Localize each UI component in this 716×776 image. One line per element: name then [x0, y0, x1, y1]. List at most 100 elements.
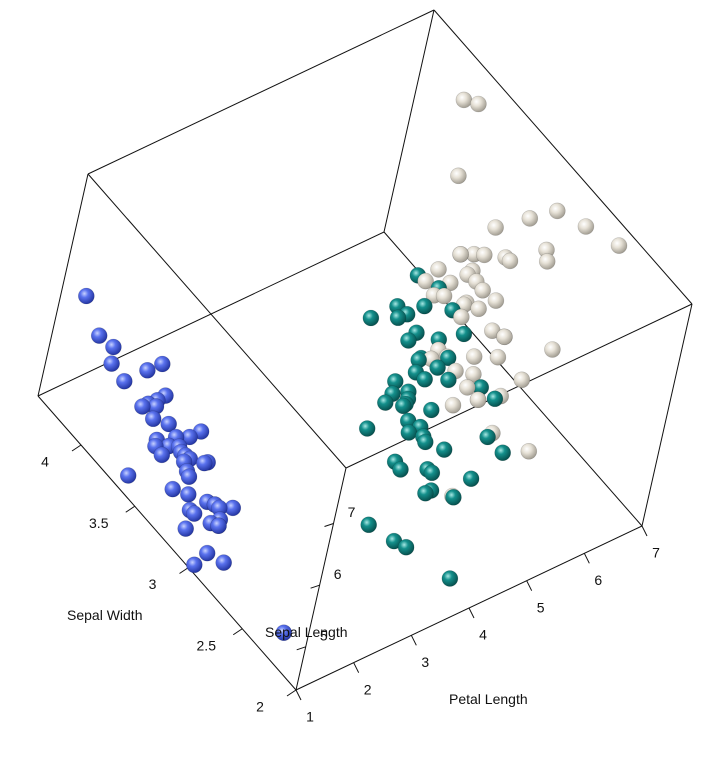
- data-point-series-2: [458, 379, 476, 396]
- box-edge-z: [37, 173, 89, 397]
- data-point-series-2: [577, 218, 595, 235]
- data-point-series-2: [520, 442, 538, 460]
- x-tick: [468, 607, 475, 619]
- data-point-series-2: [544, 341, 561, 358]
- data-point-series-0: [144, 410, 162, 428]
- data-points: [78, 91, 628, 642]
- data-point-series-0: [90, 327, 108, 344]
- y-tick-label: 2.5: [197, 637, 217, 653]
- x-tick-label: 3: [421, 654, 429, 670]
- z-axis-label: Sepal Length: [265, 624, 348, 640]
- x-tick: [295, 689, 302, 701]
- data-point-series-1: [417, 484, 434, 502]
- data-point-series-1: [392, 461, 409, 478]
- data-point-series-1: [439, 349, 457, 367]
- z-tick: [296, 646, 306, 651]
- data-point-series-2: [538, 253, 556, 270]
- box-edge-z: [295, 467, 347, 691]
- z-tick-label: 7: [348, 504, 356, 520]
- box-edge-y: [87, 173, 347, 469]
- data-point-series-1: [400, 332, 417, 349]
- data-point-series-1: [462, 470, 480, 488]
- data-point-series-2: [435, 287, 453, 305]
- y-tick-label: 3.5: [89, 515, 109, 531]
- data-point-series-0: [210, 517, 227, 535]
- y-tick: [125, 505, 136, 513]
- data-point-series-1: [358, 420, 376, 437]
- data-point-series-1: [360, 516, 378, 534]
- y-tick-label: 4: [41, 454, 49, 470]
- data-point-series-0: [186, 556, 203, 574]
- z-tick: [310, 584, 320, 589]
- axis-ticks: [71, 444, 648, 701]
- data-point-series-2: [489, 348, 507, 366]
- data-point-series-0: [154, 355, 171, 373]
- data-point-series-2: [469, 391, 487, 409]
- data-point-series-1: [416, 433, 434, 451]
- data-point-series-0: [134, 398, 151, 415]
- data-point-series-1: [376, 394, 394, 411]
- data-point-series-2: [470, 95, 487, 113]
- data-point-series-1: [429, 359, 446, 376]
- data-point-series-0: [185, 505, 203, 522]
- data-point-series-1: [397, 538, 415, 556]
- data-point-series-2: [487, 219, 504, 236]
- data-point-series-1: [440, 371, 457, 389]
- z-tick-label: 5: [320, 628, 328, 644]
- data-point-series-0: [275, 624, 293, 642]
- x-tick-label: 2: [364, 681, 372, 697]
- box-edge-x: [87, 9, 435, 175]
- x-tick: [641, 525, 648, 537]
- z-tick: [324, 523, 334, 527]
- y-tick: [71, 444, 82, 452]
- data-point-series-2: [496, 328, 513, 346]
- data-point-series-1: [455, 325, 473, 343]
- data-point-series-0: [105, 338, 122, 356]
- data-point-series-1: [486, 390, 504, 408]
- data-point-series-2: [430, 261, 447, 278]
- x-tick: [353, 662, 360, 673]
- data-point-series-1: [435, 441, 453, 458]
- data-point-series-1: [394, 397, 412, 415]
- data-point-series-2: [444, 396, 462, 414]
- x-tick-label: 5: [537, 599, 545, 615]
- data-point-series-2: [501, 252, 519, 270]
- data-point-series-0: [180, 468, 198, 486]
- y-tick-label: 2: [256, 699, 264, 715]
- data-point-series-1: [422, 401, 440, 419]
- data-point-series-0: [103, 355, 120, 372]
- x-tick-label: 7: [652, 545, 660, 561]
- data-point-series-1: [494, 444, 512, 462]
- y-tick-label: 3: [149, 576, 157, 592]
- data-point-series-2: [465, 348, 483, 365]
- data-point-series-0: [153, 446, 171, 464]
- data-point-series-2: [450, 167, 467, 185]
- data-point-series-0: [196, 454, 213, 472]
- data-point-series-0: [180, 486, 197, 503]
- data-point-series-2: [487, 292, 505, 309]
- data-point-series-2: [417, 272, 434, 290]
- data-point-series-1: [416, 370, 434, 388]
- data-point-series-2: [452, 246, 469, 263]
- data-point-series-0: [164, 480, 181, 498]
- y-tick: [286, 689, 297, 697]
- data-point-series-2: [470, 300, 487, 318]
- box-edge-y: [433, 9, 693, 305]
- x-tick-label: 6: [594, 572, 602, 588]
- y-tick: [179, 567, 189, 574]
- data-point-series-1: [423, 464, 441, 482]
- data-point-series-0: [116, 372, 133, 390]
- data-point-series-2: [521, 210, 539, 227]
- tick-labels: 1 2 3 4 5 6 7 2 2.5 3 3.5 4 5 6 7: [41, 454, 660, 725]
- x-tick-label: 1: [306, 709, 314, 725]
- y-tick: [232, 628, 243, 636]
- data-point-series-2: [548, 202, 566, 220]
- bounding-box: [37, 9, 693, 691]
- x-axis-label: Petal Length: [449, 691, 528, 707]
- data-point-series-0: [198, 544, 216, 562]
- data-point-series-2: [455, 91, 473, 109]
- data-point-series-0: [139, 361, 156, 379]
- x-tick: [583, 553, 590, 564]
- data-point-series-1: [389, 309, 407, 327]
